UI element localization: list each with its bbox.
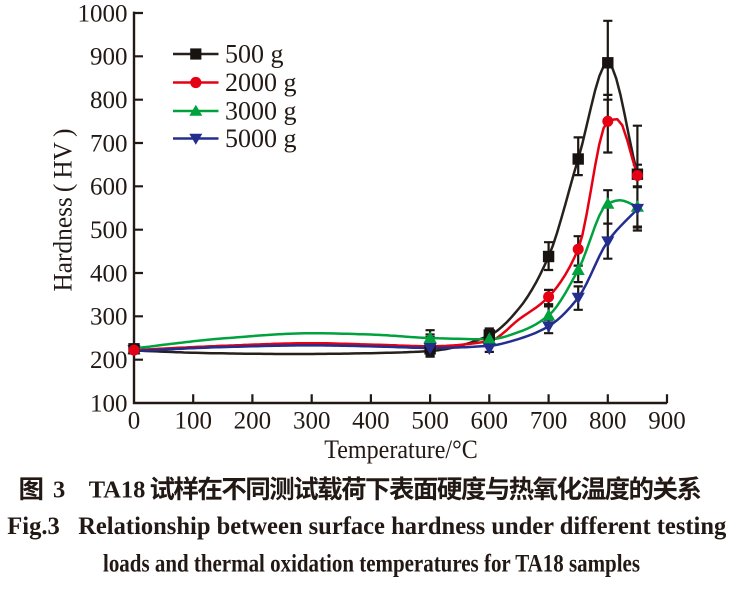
svg-text:900: 900 [648,408,686,435]
svg-text:400: 400 [352,408,390,435]
svg-text:700: 700 [530,408,568,435]
svg-text:5000 g: 5000 g [225,124,297,153]
svg-text:400: 400 [90,260,128,287]
svg-text:Temperature/°C: Temperature/°C [324,435,478,464]
svg-text:TA18: TA18 [89,476,146,503]
svg-text:1000: 1000 [78,0,128,27]
svg-text:3000 g: 3000 g [225,97,297,126]
svg-text:100: 100 [90,390,128,417]
svg-text:0: 0 [128,408,141,435]
svg-text:2000 g: 2000 g [225,68,297,97]
svg-text:800: 800 [90,87,128,114]
svg-text:300: 300 [90,304,128,331]
svg-text:500: 500 [411,408,449,435]
svg-text:300: 300 [293,408,331,435]
svg-text:Hardness ( HV ): Hardness ( HV ) [49,129,78,292]
svg-text:Fig.3 Relationship between s: Fig.3 Relationship between surface hardn… [7,513,726,540]
svg-text:500 g: 500 g [225,40,284,69]
svg-text:600: 600 [90,174,128,201]
svg-text:loads and thermal oxidation te: loads and thermal oxidation temperatures… [103,551,640,578]
svg-text:100: 100 [174,408,212,435]
svg-text:700: 700 [90,130,128,157]
svg-text:3: 3 [53,476,65,503]
svg-text:800: 800 [589,408,627,435]
svg-text:500: 500 [90,217,128,244]
svg-text:900: 900 [90,44,128,71]
svg-text:600: 600 [471,408,509,435]
svg-text:200: 200 [90,347,128,374]
svg-text:200: 200 [234,408,272,435]
